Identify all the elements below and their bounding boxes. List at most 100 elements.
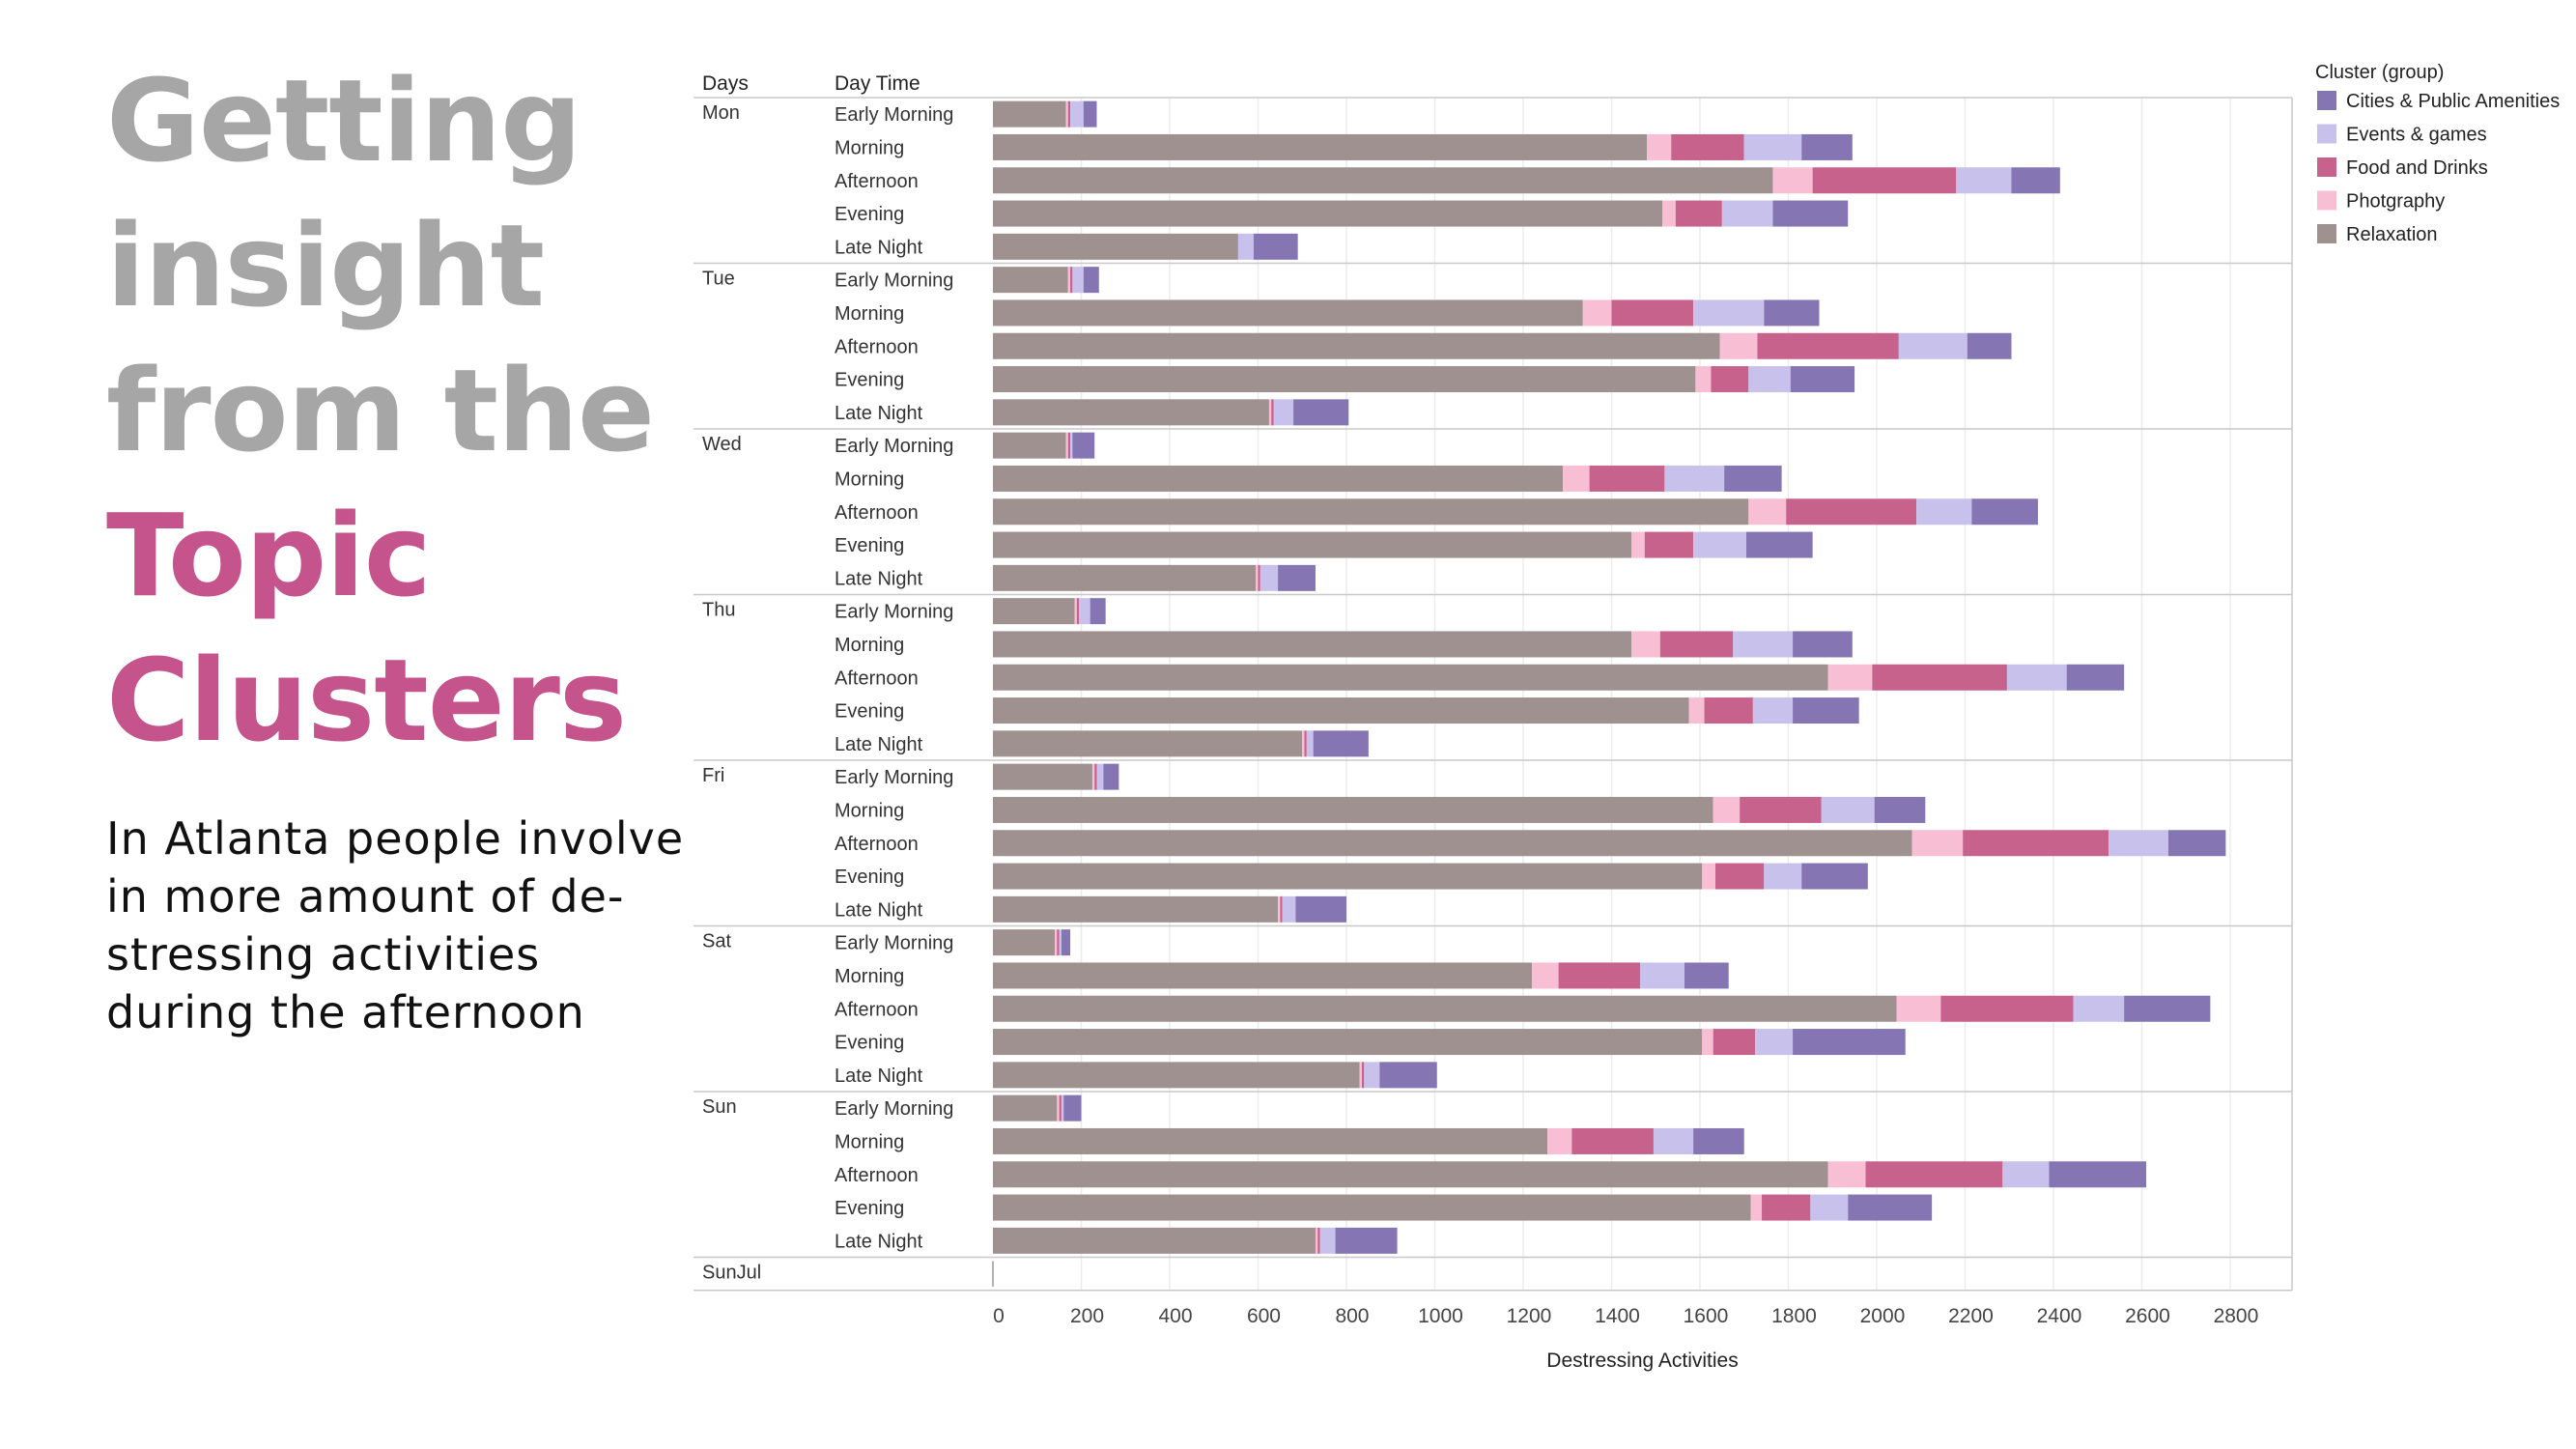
bar-segment-food-and-drinks[interactable] (1057, 929, 1060, 956)
bar-segment-cities-public-amenities[interactable] (1090, 598, 1106, 625)
bar-segment-events-games[interactable] (1640, 962, 1684, 989)
bar-segment-food-and-drinks[interactable] (1361, 1062, 1365, 1089)
bar-segment-photgraphy[interactable] (1074, 598, 1077, 625)
bar-segment-relaxation[interactable] (993, 200, 1663, 227)
bar-segment-food-and-drinks[interactable] (1258, 564, 1260, 591)
bar-segment-relaxation[interactable] (993, 233, 1238, 260)
bar-segment-cities-public-amenities[interactable] (1967, 332, 2012, 359)
bar-segment-photgraphy[interactable] (1359, 1062, 1362, 1089)
bar-segment-cities-public-amenities[interactable] (1793, 697, 1859, 724)
bar-segment-food-and-drinks[interactable] (1067, 432, 1071, 459)
bar-segment-relaxation[interactable] (993, 332, 1720, 359)
bar-segment-cities-public-amenities[interactable] (1072, 432, 1095, 459)
bar-segment-cities-public-amenities[interactable] (2167, 830, 2226, 857)
bar-segment-relaxation[interactable] (993, 962, 1533, 989)
bar-segment-events-games[interactable] (1693, 531, 1747, 558)
bar-segment-food-and-drinks[interactable] (1317, 1227, 1320, 1254)
bar-segment-events-games[interactable] (1306, 730, 1314, 757)
bar-segment-events-games[interactable] (1061, 1094, 1064, 1122)
bar-segment-food-and-drinks[interactable] (1762, 1194, 1811, 1221)
bar-segment-events-games[interactable] (1653, 1127, 1694, 1154)
bar-segment-events-games[interactable] (1810, 1194, 1849, 1221)
bar-segment-events-games[interactable] (1079, 598, 1090, 625)
bar-segment-relaxation[interactable] (993, 432, 1066, 459)
bar-segment-cities-public-amenities[interactable] (1295, 895, 1346, 923)
bar-segment-food-and-drinks[interactable] (1757, 332, 1899, 359)
bar-segment-food-and-drinks[interactable] (1963, 830, 2109, 857)
bar-segment-events-games[interactable] (1059, 929, 1062, 956)
bar-segment-relaxation[interactable] (993, 1062, 1360, 1089)
bar-segment-relaxation[interactable] (993, 399, 1269, 426)
bar-segment-events-games[interactable] (1693, 299, 1765, 327)
bar-segment-photgraphy[interactable] (1055, 929, 1058, 956)
bar-segment-food-and-drinks[interactable] (1304, 730, 1307, 757)
bar-segment-cities-public-amenities[interactable] (1874, 796, 1926, 823)
bar-segment-cities-public-amenities[interactable] (1684, 962, 1729, 989)
bar-segment-food-and-drinks[interactable] (1659, 631, 1734, 658)
bar-segment-food-and-drinks[interactable] (1059, 1094, 1062, 1122)
bar-segment-relaxation[interactable] (993, 730, 1303, 757)
bar-segment-relaxation[interactable] (993, 631, 1632, 658)
bar-segment-relaxation[interactable] (993, 1161, 1828, 1188)
bar-segment-photgraphy[interactable] (1719, 332, 1758, 359)
bar-segment-photgraphy[interactable] (1091, 763, 1095, 790)
bar-segment-events-games[interactable] (1319, 1227, 1336, 1254)
bar-segment-cities-public-amenities[interactable] (1793, 1029, 1906, 1056)
bar-segment-photgraphy[interactable] (1702, 863, 1715, 890)
bar-segment-events-games[interactable] (1273, 399, 1294, 426)
bar-segment-cities-public-amenities[interactable] (1801, 863, 1868, 890)
bar-segment-photgraphy[interactable] (1057, 1094, 1060, 1122)
bar-segment-events-games[interactable] (1748, 366, 1791, 393)
bar-segment-food-and-drinks[interactable] (1713, 1029, 1756, 1056)
bar-segment-relaxation[interactable] (993, 1094, 1058, 1122)
bar-segment-photgraphy[interactable] (1688, 697, 1705, 724)
bar-segment-events-games[interactable] (1764, 863, 1802, 890)
bar-segment-cities-public-amenities[interactable] (1801, 133, 1853, 160)
bar-segment-events-games[interactable] (1916, 498, 1972, 526)
bar-segment-relaxation[interactable] (993, 531, 1632, 558)
bar-segment-food-and-drinks[interactable] (1940, 995, 2074, 1022)
bar-segment-relaxation[interactable] (993, 929, 1056, 956)
bar-segment-photgraphy[interactable] (1896, 995, 1941, 1022)
bar-segment-relaxation[interactable] (993, 1227, 1316, 1254)
bar-segment-cities-public-amenities[interactable] (1724, 465, 1782, 492)
bar-segment-events-games[interactable] (1664, 465, 1725, 492)
bar-segment-relaxation[interactable] (993, 830, 1912, 857)
bar-segment-photgraphy[interactable] (1268, 399, 1272, 426)
bar-segment-events-games[interactable] (2109, 830, 2168, 857)
bar-segment-events-games[interactable] (1898, 332, 1967, 359)
bar-segment-relaxation[interactable] (993, 1029, 1703, 1056)
bar-segment-food-and-drinks[interactable] (1644, 531, 1694, 558)
bar-segment-events-games[interactable] (2073, 995, 2125, 1022)
bar-segment-events-games[interactable] (1821, 796, 1875, 823)
bar-segment-photgraphy[interactable] (1532, 962, 1559, 989)
bar-segment-relaxation[interactable] (993, 498, 1749, 526)
bar-segment-relaxation[interactable] (993, 299, 1583, 327)
bar-segment-photgraphy[interactable] (1911, 830, 1964, 857)
bar-segment-food-and-drinks[interactable] (1558, 962, 1641, 989)
bar-segment-photgraphy[interactable] (1563, 465, 1590, 492)
bar-segment-food-and-drinks[interactable] (1714, 863, 1765, 890)
bar-segment-cities-public-amenities[interactable] (1253, 233, 1298, 260)
bar-segment-photgraphy[interactable] (1631, 631, 1660, 658)
bar-segment-photgraphy[interactable] (1582, 299, 1612, 327)
bar-segment-events-games[interactable] (1755, 1029, 1794, 1056)
bar-segment-food-and-drinks[interactable] (1280, 895, 1283, 923)
bar-segment-cities-public-amenities[interactable] (1848, 1194, 1933, 1221)
bar-segment-cities-public-amenities[interactable] (1061, 929, 1071, 956)
bar-segment-relaxation[interactable] (993, 366, 1696, 393)
bar-segment-relaxation[interactable] (993, 763, 1092, 790)
bar-segment-food-and-drinks[interactable] (1067, 100, 1071, 128)
bar-segment-relaxation[interactable] (993, 564, 1257, 591)
bar-segment-food-and-drinks[interactable] (1271, 399, 1274, 426)
bar-segment-photgraphy[interactable] (1827, 664, 1873, 691)
bar-segment-photgraphy[interactable] (1827, 1161, 1866, 1188)
bar-segment-photgraphy[interactable] (1547, 1127, 1572, 1154)
bar-segment-events-games[interactable] (1282, 895, 1296, 923)
bar-segment-events-games[interactable] (1364, 1062, 1380, 1089)
bar-segment-food-and-drinks[interactable] (1076, 598, 1080, 625)
bar-segment-food-and-drinks[interactable] (1671, 133, 1744, 160)
bar-segment-relaxation[interactable] (993, 1127, 1548, 1154)
bar-segment-cities-public-amenities[interactable] (1335, 1227, 1398, 1254)
bar-segment-events-games[interactable] (1070, 432, 1073, 459)
